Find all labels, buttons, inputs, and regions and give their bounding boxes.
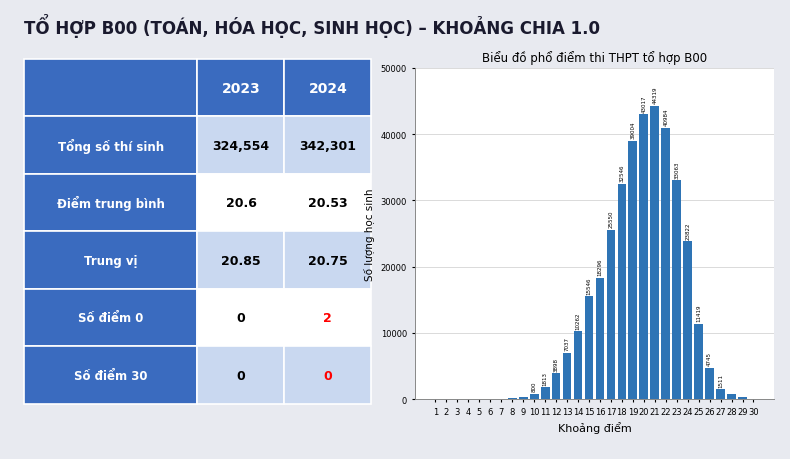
Bar bbox=[24, 347, 198, 404]
Text: 20.75: 20.75 bbox=[308, 254, 348, 267]
Text: Trung vị: Trung vị bbox=[84, 254, 137, 267]
Bar bbox=[540, 387, 550, 399]
Bar bbox=[562, 353, 571, 399]
Text: 43017: 43017 bbox=[641, 95, 646, 112]
Text: 1511: 1511 bbox=[718, 373, 723, 386]
Bar bbox=[672, 181, 681, 399]
Bar bbox=[24, 289, 198, 347]
Bar bbox=[198, 232, 284, 289]
Bar bbox=[519, 397, 528, 399]
Bar bbox=[24, 174, 198, 232]
Text: 800: 800 bbox=[532, 381, 536, 392]
Bar bbox=[284, 347, 371, 404]
Text: 20.85: 20.85 bbox=[221, 254, 261, 267]
Text: 15546: 15546 bbox=[586, 276, 592, 294]
Text: 39004: 39004 bbox=[630, 122, 635, 139]
Text: 324,554: 324,554 bbox=[213, 139, 269, 152]
Bar bbox=[198, 347, 284, 404]
Bar bbox=[24, 117, 198, 174]
Bar bbox=[24, 232, 198, 289]
Text: Điểm trung bình: Điểm trung bình bbox=[57, 196, 164, 211]
Bar bbox=[705, 368, 714, 399]
Text: 0: 0 bbox=[236, 311, 246, 325]
Bar bbox=[284, 117, 371, 174]
Text: Tổng số thí sinh: Tổng số thí sinh bbox=[58, 138, 164, 153]
Text: TỔ HỢP B00 (TOÁN, HÓA HỌC, SINH HỌC) – KHOẢNG CHIA 1.0: TỔ HỢP B00 (TOÁN, HÓA HỌC, SINH HỌC) – K… bbox=[24, 14, 600, 38]
Text: 11419: 11419 bbox=[696, 304, 702, 321]
Text: 2024: 2024 bbox=[308, 81, 348, 95]
Bar bbox=[574, 331, 582, 399]
Text: 25550: 25550 bbox=[608, 210, 613, 228]
Y-axis label: Số lượng học sinh: Số lượng học sinh bbox=[364, 188, 375, 280]
Bar bbox=[717, 389, 725, 399]
Bar bbox=[738, 397, 747, 399]
Bar bbox=[508, 398, 517, 399]
Text: 342,301: 342,301 bbox=[299, 139, 356, 152]
Text: 23822: 23822 bbox=[685, 222, 690, 239]
Bar bbox=[639, 115, 649, 399]
Bar bbox=[198, 117, 284, 174]
Text: 2: 2 bbox=[323, 311, 333, 325]
Bar bbox=[284, 174, 371, 232]
Text: 32546: 32546 bbox=[619, 164, 624, 182]
Text: 20.6: 20.6 bbox=[225, 196, 257, 210]
Bar bbox=[727, 394, 736, 399]
X-axis label: Khoảng điểm: Khoảng điểm bbox=[558, 421, 631, 433]
Bar bbox=[530, 394, 539, 399]
Text: Số điểm 0: Số điểm 0 bbox=[78, 311, 143, 325]
Bar bbox=[607, 230, 615, 399]
Bar bbox=[284, 232, 371, 289]
Bar bbox=[284, 60, 371, 117]
Text: 40984: 40984 bbox=[664, 108, 668, 126]
Text: 18296: 18296 bbox=[597, 258, 603, 276]
Text: 3898: 3898 bbox=[554, 357, 559, 371]
Text: 1813: 1813 bbox=[543, 371, 547, 385]
Text: 10262: 10262 bbox=[576, 311, 581, 329]
Bar bbox=[618, 184, 626, 399]
Title: Biểu đồ phổ điểm thi THPT tổ hợp B00: Biểu đồ phổ điểm thi THPT tổ hợp B00 bbox=[482, 51, 707, 65]
Bar bbox=[683, 242, 692, 399]
Bar bbox=[284, 289, 371, 347]
Text: 33063: 33063 bbox=[674, 161, 679, 178]
Text: 20.53: 20.53 bbox=[308, 196, 348, 210]
Bar bbox=[551, 374, 560, 399]
Bar bbox=[198, 174, 284, 232]
Text: Số điểm 30: Số điểm 30 bbox=[73, 369, 148, 382]
Text: 44319: 44319 bbox=[653, 86, 657, 104]
Bar bbox=[585, 297, 593, 399]
Text: 0: 0 bbox=[236, 369, 246, 382]
Bar bbox=[198, 289, 284, 347]
Bar bbox=[629, 141, 638, 399]
Bar bbox=[596, 279, 604, 399]
Bar bbox=[24, 60, 198, 117]
Bar bbox=[661, 129, 670, 399]
Bar bbox=[198, 60, 284, 117]
Text: 0: 0 bbox=[323, 369, 333, 382]
Text: 4745: 4745 bbox=[707, 351, 712, 365]
Bar bbox=[650, 106, 659, 399]
Text: 7037: 7037 bbox=[565, 336, 570, 350]
Bar bbox=[694, 324, 703, 399]
Text: 2023: 2023 bbox=[221, 81, 261, 95]
